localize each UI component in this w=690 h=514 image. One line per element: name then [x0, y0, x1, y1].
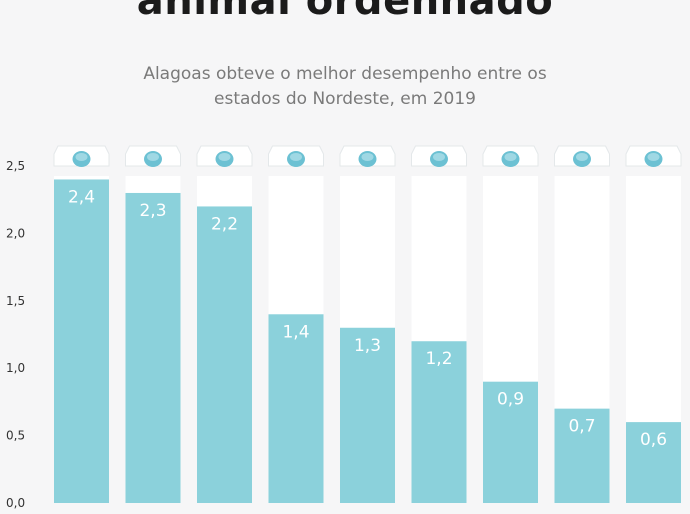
- y-tick-label: 0,0: [6, 496, 25, 510]
- carton-cap-highlight: [361, 153, 374, 161]
- carton-bar: 0,6: [625, 145, 682, 503]
- bar-fill: [340, 327, 395, 503]
- y-tick-label: 1,5: [6, 294, 25, 308]
- carton-cap-highlight: [433, 153, 445, 161]
- carton-cap-highlight: [290, 153, 302, 161]
- bar-value-label: 2,2: [211, 214, 238, 234]
- bar-value-label: 1,4: [282, 322, 309, 342]
- chart-subtitle: Alagoas obteve o melhor desempenho entre…: [95, 62, 595, 112]
- carton-cap-highlight: [647, 153, 660, 161]
- carton-bar: 0,7: [554, 145, 610, 503]
- bar-fill: [483, 381, 538, 503]
- bar-fill: [554, 408, 610, 503]
- bar-fill: [411, 341, 467, 503]
- carton-bar: 2,3: [125, 145, 181, 503]
- carton-cap-highlight: [576, 153, 588, 161]
- carton-cap-highlight: [147, 153, 159, 161]
- bars-group: 2,4 2,3 2,2 1,4 1,3 1,2 0,9 0,7 0,6: [53, 145, 682, 504]
- chart-title: animal ordenhado: [136, 0, 554, 24]
- bar-value-label: 2,3: [139, 201, 166, 221]
- bar-fill: [626, 422, 681, 503]
- bar-fill: [125, 192, 181, 503]
- carton-cap-highlight: [75, 153, 88, 161]
- carton-bar: 0,9: [482, 145, 539, 503]
- y-axis: 0,0 0,5 1,0 1,5 2,0 2,5: [6, 159, 25, 510]
- bar-value-label: 1,3: [354, 336, 381, 356]
- y-tick-label: 2,5: [6, 159, 25, 173]
- carton-cap-highlight: [218, 153, 231, 161]
- bar-value-label: 0,7: [568, 417, 595, 437]
- bar-value-label: 1,2: [425, 349, 452, 369]
- bar-fill: [54, 179, 109, 504]
- y-tick-label: 2,0: [6, 226, 25, 240]
- subtitle-line-2: estados do Nordeste, em 2019: [214, 89, 476, 109]
- carton-cap-highlight: [504, 153, 517, 161]
- bar-fill: [268, 314, 324, 503]
- carton-bar: 1,2: [411, 145, 467, 503]
- bar-fill: [197, 206, 252, 503]
- carton-bar: 2,4: [53, 145, 110, 504]
- y-tick-label: 0,5: [6, 429, 25, 443]
- bar-value-label: 0,9: [497, 390, 524, 410]
- carton-bar: 1,4: [268, 145, 324, 503]
- bar-value-label: 2,4: [68, 187, 95, 207]
- subtitle-line-1: Alagoas obteve o melhor desempenho entre…: [143, 64, 547, 84]
- bar-value-label: 0,6: [640, 430, 667, 450]
- carton-bar: 2,2: [196, 145, 253, 503]
- carton-bar: 1,3: [339, 145, 396, 503]
- y-tick-label: 1,0: [6, 361, 25, 375]
